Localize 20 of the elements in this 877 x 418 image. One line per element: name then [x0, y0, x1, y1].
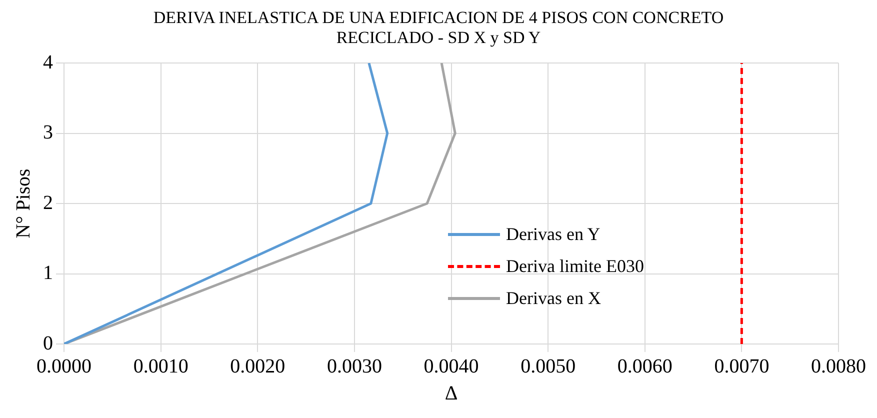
y-tick-label: 3: [43, 122, 53, 144]
x-tick-label: 0.0080: [811, 355, 866, 378]
y-axis-title: N° Pisos: [12, 168, 34, 238]
y-tick-label: 0: [43, 332, 53, 354]
x-tick-label: 0.0010: [133, 355, 188, 378]
x-tick-label: 0.0020: [230, 355, 286, 378]
x-tick-label: 0.0070: [714, 355, 770, 378]
x-tick-label: 0.0040: [424, 355, 479, 378]
legend-label: Derivas en Y: [506, 224, 600, 244]
chart-title: DERIVA INELASTICA DE UNA EDIFICACION DE 4 PISOS CON CONCRETO RECICLADO - SD X y SD Y: [152, 8, 725, 48]
y-tick-label: 1: [43, 262, 53, 284]
legend-label: Deriva limite E030: [506, 256, 644, 276]
x-tick-label: 0.0060: [617, 355, 672, 378]
x-tick-label: 0.0030: [326, 355, 382, 378]
x-tick-label: 0.0050: [520, 355, 576, 378]
y-tick-label: 2: [43, 192, 53, 214]
x-tick-label: 0.0000: [36, 355, 92, 378]
x-axis-title: Δ: [444, 382, 458, 404]
y-tick-label: 4: [43, 51, 53, 74]
legend-label: Derivas en X: [506, 288, 601, 308]
